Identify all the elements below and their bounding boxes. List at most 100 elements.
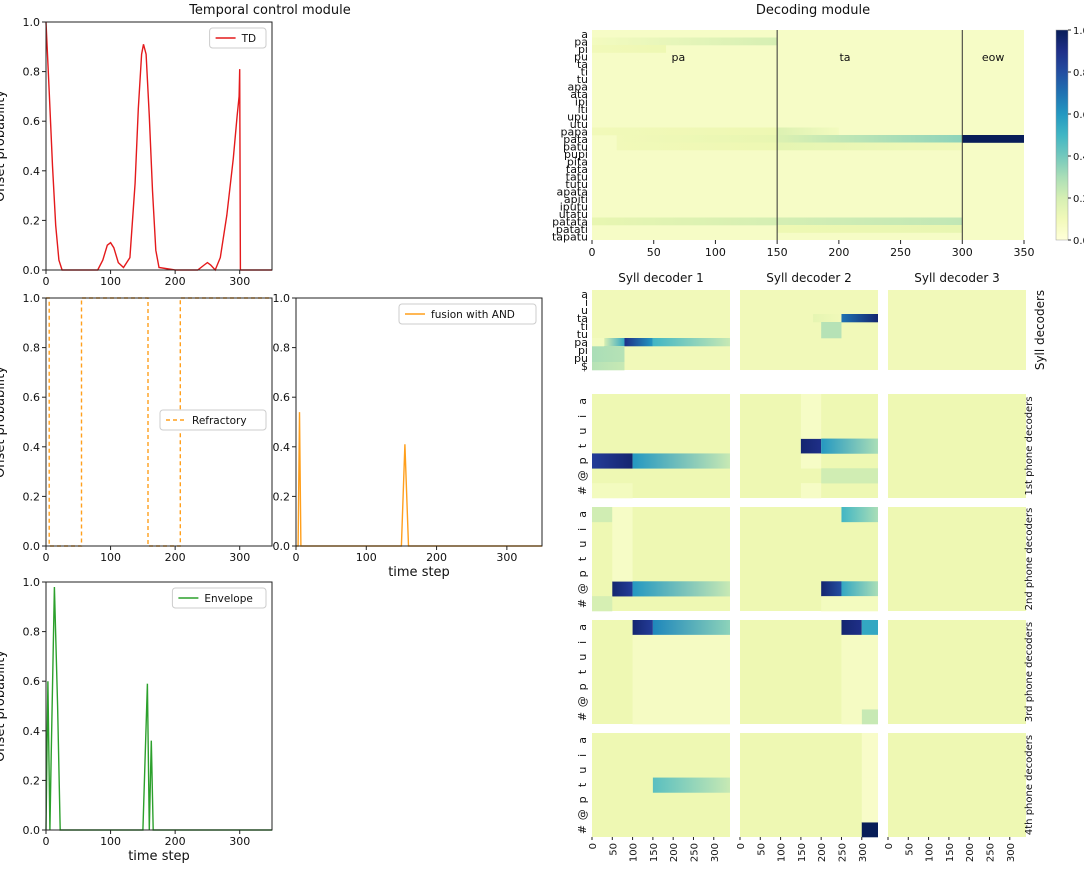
- phone-x-tick-label: 0: [736, 843, 747, 849]
- ref-x-tick-label: 0: [43, 551, 50, 564]
- dec-row-label: apa: [568, 80, 588, 93]
- td-y-axis-label: Onset probability: [0, 90, 8, 202]
- syll-row-label: ta: [577, 312, 588, 325]
- phone-x-tick-label: 100: [629, 843, 640, 862]
- phone-row-label: t: [576, 556, 589, 561]
- fusion-legend-label: fusion with AND: [431, 309, 515, 321]
- dec-segment-annotation: eow: [982, 51, 1005, 64]
- phone-x-tick-label: 0: [588, 843, 599, 849]
- phone-x-tick-label: 300: [710, 843, 721, 862]
- phone-row-label: #: [576, 825, 589, 834]
- phone-group-2-panel-2-cell: [841, 581, 878, 597]
- env-y-tick-label: 1.0: [23, 576, 41, 589]
- fusion-x-tick-label: 300: [496, 551, 517, 564]
- syll-decoder-1-cell: [604, 338, 625, 347]
- td-x-tick-label: 100: [100, 275, 121, 288]
- ref-y-tick-label: 1.0: [23, 292, 41, 305]
- phone-group-3-panel-1-cell: [632, 694, 730, 710]
- phone-group-2-panel-1-cell: [592, 596, 613, 612]
- phone-group-2-panel-1-cell: [612, 521, 633, 538]
- phone-row-label: @: [576, 470, 589, 481]
- dec-row-label: ata: [570, 88, 588, 101]
- phone-group-label: 2nd phone decoders: [1024, 508, 1035, 611]
- syll-decoder-2-cell: [813, 314, 842, 323]
- env-legend-box: [171, 587, 267, 609]
- dec-heatmap-cell: [962, 135, 1024, 143]
- phone-group-3-panel-2-cell: [841, 634, 878, 651]
- phone-row-label: #: [576, 712, 589, 721]
- ref-legend-box: [159, 409, 267, 431]
- fusion-y-tick-label: 0.0: [273, 540, 291, 553]
- dec-x-tick-label: 150: [767, 246, 788, 259]
- phone-group-1-panel-1-cell: [592, 483, 633, 499]
- env-x-tick-label: 200: [165, 835, 186, 848]
- phone-group-2-panel-2-cell: [821, 596, 878, 612]
- dec-x-tick-label: 50: [647, 246, 661, 259]
- phone-group-3-panel-2-cell: [841, 709, 862, 725]
- dec-row-label: pi: [578, 43, 588, 56]
- fusion-x-axis-label: time step: [388, 565, 450, 580]
- dec-heatmap-cell: [616, 135, 778, 143]
- env-series-line: [45, 586, 272, 831]
- phone-group-1-panel-1-cell: [592, 453, 633, 469]
- env-axes-frame: [45, 581, 273, 831]
- syll-row-label: i: [585, 296, 588, 309]
- phone-row-label: t: [576, 443, 589, 448]
- ref-x-tick-label: 300: [229, 551, 250, 564]
- ref-y-tick-label: 0.0: [23, 540, 41, 553]
- phone-row-label: a: [576, 624, 589, 631]
- dec-row-label: tutu: [565, 178, 588, 191]
- syll-decoder-2-cell: [821, 322, 842, 331]
- phone-x-tick-label: 250: [985, 843, 996, 862]
- dec-row-label: iti: [578, 103, 588, 116]
- syll-decoder-1-cell: [592, 354, 625, 363]
- dec-row-label: patu: [563, 140, 588, 153]
- phone-x-tick-label: 300: [1006, 843, 1017, 862]
- colorbar-tick-label: 1.0: [1073, 26, 1084, 37]
- dec-row-label: tapatu: [552, 230, 588, 243]
- dec-x-tick-label: 250: [890, 246, 911, 259]
- syll-row-label: pa: [574, 336, 588, 349]
- dec-row-label: pa: [574, 35, 588, 48]
- phone-row-label: u: [576, 654, 589, 661]
- phone-group-3-panel-1-cell: [632, 664, 730, 680]
- dec-heatmap-cell: [592, 45, 667, 53]
- syll-decoder-2-cell: [841, 314, 878, 323]
- syll-decoder-1-cell: [592, 338, 605, 347]
- phone-group-3-panel-1-cell: [652, 620, 730, 636]
- dec-row-label: apata: [556, 185, 588, 198]
- phone-row-label: a: [576, 511, 589, 518]
- phone-group-2-panel-1-cell: [592, 507, 613, 523]
- fusion-y-tick-label: 0.4: [273, 441, 291, 454]
- td-legend-box: [209, 27, 267, 49]
- phone-row-label: @: [576, 583, 589, 594]
- phone-row-label: u: [576, 428, 589, 435]
- syll-row-label: a: [581, 288, 588, 301]
- colorbar-tick-label: 0.8: [1073, 68, 1084, 79]
- phone-x-tick-label: 100: [777, 843, 788, 862]
- phone-group-3-panel-3-panel-background: [888, 620, 1026, 724]
- td-x-tick-label: 0: [43, 275, 50, 288]
- dec-row-label: pita: [567, 155, 588, 168]
- syll-decoder-1-cell: [624, 338, 653, 347]
- phone-row-label: i: [576, 754, 589, 757]
- colorbar-tick-label: 0.6: [1073, 110, 1084, 121]
- env-x-tick-label: 300: [229, 835, 250, 848]
- dec-heatmap-cell: [592, 37, 778, 46]
- phone-group-4-panel-2-cell: [861, 822, 878, 838]
- phone-row-label: p: [576, 683, 589, 690]
- phone-group-3-panel-2-cell: [841, 664, 878, 680]
- env-x-tick-label: 0: [43, 835, 50, 848]
- phone-row-label: a: [576, 398, 589, 405]
- phone-x-tick-label: 250: [689, 843, 700, 862]
- syll-row-label: $: [581, 360, 588, 373]
- ref-axes-frame: [45, 297, 273, 547]
- td-y-tick-label: 1.0: [23, 16, 41, 29]
- dec-x-tick-label: 350: [1014, 246, 1035, 259]
- td-axes-frame: [45, 21, 273, 271]
- phone-row-label: i: [576, 641, 589, 644]
- dec-heatmap-cell: [777, 135, 963, 143]
- phone-group-1-panel-3-panel-background: [888, 394, 1026, 498]
- dec-segment-annotation: pa: [672, 51, 686, 64]
